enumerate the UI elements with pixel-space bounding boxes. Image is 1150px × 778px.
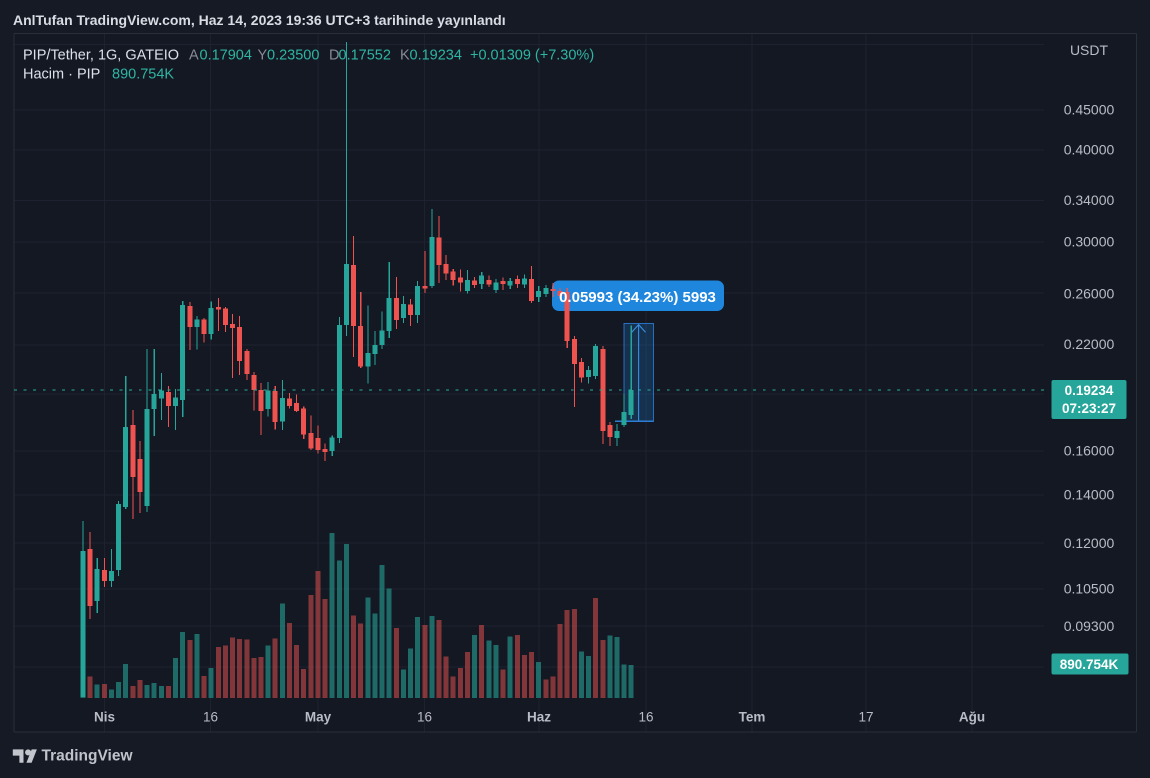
- svg-text:K: K: [400, 48, 410, 64]
- svg-text:07:23:27: 07:23:27: [1062, 401, 1116, 416]
- svg-text:0.05993 (34.23%) 5993: 0.05993 (34.23%) 5993: [559, 289, 716, 306]
- svg-text:Haz: Haz: [527, 710, 551, 725]
- svg-text:+0.01309 (+7.30%): +0.01309 (+7.30%): [470, 48, 594, 64]
- svg-text:0.19234: 0.19234: [1065, 383, 1114, 398]
- svg-text:May: May: [305, 710, 332, 725]
- svg-text:AnlTufan TradingView.com, Haz: AnlTufan TradingView.com, Haz 14, 2023 1…: [13, 12, 506, 28]
- svg-text:0.16000: 0.16000: [1064, 443, 1115, 459]
- svg-text:0.19234: 0.19234: [410, 48, 462, 64]
- svg-text:Hacim · PIP: Hacim · PIP: [23, 67, 100, 83]
- svg-text:D: D: [329, 48, 339, 64]
- svg-text:0.26000: 0.26000: [1064, 286, 1115, 302]
- svg-text:890.754K: 890.754K: [1060, 657, 1119, 672]
- svg-text:0.10500: 0.10500: [1064, 581, 1115, 597]
- svg-text:890.754K: 890.754K: [112, 67, 174, 83]
- svg-text:0.34000: 0.34000: [1064, 192, 1115, 208]
- svg-text:0.12000: 0.12000: [1064, 535, 1115, 551]
- svg-text:TradingView: TradingView: [42, 748, 134, 765]
- svg-text:Tem: Tem: [739, 710, 766, 725]
- svg-text:0.45000: 0.45000: [1064, 102, 1115, 118]
- svg-text:0.09300: 0.09300: [1064, 618, 1115, 634]
- svg-text:16: 16: [417, 710, 432, 725]
- svg-text:17: 17: [858, 710, 873, 725]
- svg-text:Ağu: Ağu: [959, 710, 985, 725]
- svg-text:0.17552: 0.17552: [339, 48, 391, 64]
- svg-text:16: 16: [638, 710, 653, 725]
- svg-text:16: 16: [203, 710, 218, 725]
- svg-text:Y: Y: [258, 48, 268, 64]
- svg-text:0.17904: 0.17904: [200, 48, 252, 64]
- svg-text:0.22000: 0.22000: [1064, 336, 1115, 352]
- svg-text:0.30000: 0.30000: [1064, 234, 1115, 250]
- svg-text:0.23500: 0.23500: [267, 48, 319, 64]
- svg-text:A: A: [189, 48, 199, 64]
- svg-text:0.14000: 0.14000: [1064, 487, 1115, 503]
- svg-text:PIP/Tether, 1G, GATEIO: PIP/Tether, 1G, GATEIO: [23, 48, 179, 64]
- svg-text:Nis: Nis: [94, 710, 115, 725]
- svg-text:0.40000: 0.40000: [1064, 142, 1115, 158]
- svg-text:USDT: USDT: [1070, 42, 1109, 58]
